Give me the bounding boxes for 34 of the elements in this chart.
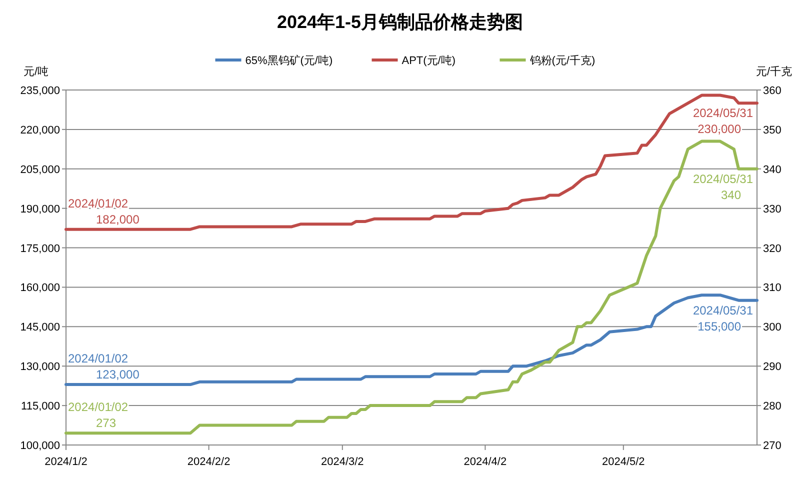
y-tick-label: 100,000	[20, 440, 60, 452]
y2-tick-label: 360	[763, 85, 782, 97]
y2-axis-title: 元/千克	[756, 65, 792, 78]
x-tick-label: 2024/2/2	[187, 456, 230, 468]
y-tick-label: 190,000	[20, 203, 60, 216]
y-tick-label: 115,000	[21, 400, 60, 413]
y2-tick-label: 300	[763, 322, 782, 334]
y2-tick-label: 330	[763, 203, 782, 216]
data-label: 2024/05/31 340	[692, 172, 754, 202]
y-tick-label: 130,000	[20, 361, 60, 374]
y-tick-label: 220,000	[20, 124, 60, 136]
y-tick-label: 205,000	[20, 164, 60, 176]
y2-tick-label: 290	[763, 361, 782, 374]
y2-tick-label: 280	[763, 400, 782, 413]
legend-label: 65%黑钨矿(元/吨)	[245, 54, 333, 67]
y-tick-label: 235,000	[20, 85, 60, 97]
y2-tick-label: 350	[763, 124, 782, 136]
y-tick-label: 175,000	[20, 242, 60, 255]
legend-label: APT(元/吨)	[402, 54, 456, 67]
y2-tick-label: 270	[763, 440, 782, 452]
x-tick-label: 2024/1/2	[44, 456, 88, 468]
x-tick-label: 2024/5/2	[602, 456, 645, 468]
y2-tick-label: 310	[763, 282, 782, 294]
chart-title: 2024年1-5月钨制品价格走势图	[276, 12, 524, 32]
y2-tick-label: 340	[763, 164, 782, 176]
y-tick-label: 145,000	[20, 322, 60, 334]
data-label: 2024/01/02 182,000	[68, 196, 140, 226]
y-tick-label: 160,000	[20, 282, 60, 294]
y2-tick-label: 320	[763, 242, 782, 255]
x-tick-label: 2024/4/2	[464, 456, 507, 468]
y-axis-title: 元/吨	[23, 65, 49, 78]
x-tick-label: 2024/3/2	[320, 456, 364, 468]
legend-label: 钨粉(元/千克)	[528, 54, 596, 67]
data-label: 2024/01/02 123,000	[68, 352, 140, 382]
